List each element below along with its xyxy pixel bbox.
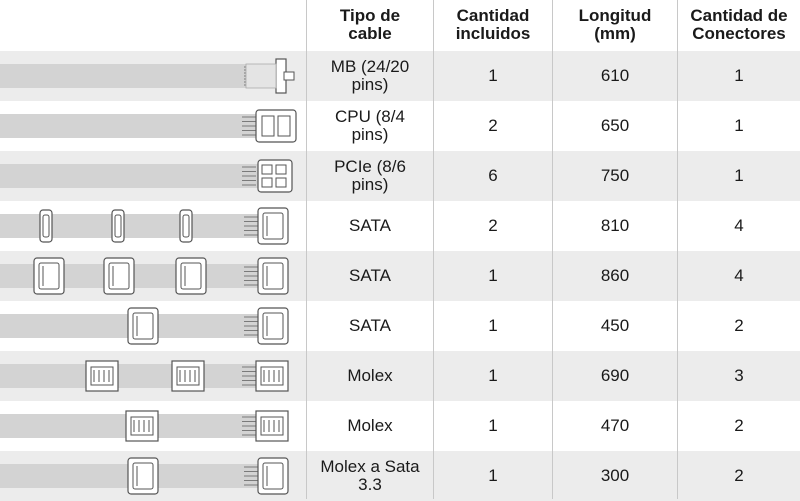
cell-cantidad: 1 [488,416,498,435]
sata-connector-icon [127,457,159,495]
cell-conectores: 4 [734,266,744,285]
cell-longitud: 650 [600,116,630,135]
cable-band [0,364,258,388]
cell-tipo: PCIe (8/6 pins) [334,157,406,194]
sata-end-connector-icon [257,307,289,345]
molex-connector-icon [85,360,119,392]
sata-end-connector-icon [257,457,289,495]
cable-band [0,114,258,138]
cell-longitud: 750 [600,166,630,185]
cell-cantidad: 1 [488,316,498,335]
molex-connector-icon [125,410,159,442]
header-cantidad-incluidos: Cantidad incluidos [455,6,531,43]
cell-conectores: 3 [734,366,744,385]
cell-tipo: Molex a Sata 3.3 [320,457,420,494]
cell-conectores: 4 [734,216,744,235]
cell-cantidad: 6 [488,166,498,185]
sata-connector-icon [175,257,207,295]
cell-longitud: 300 [600,466,630,485]
cell-longitud: 470 [600,416,630,435]
column-divider [677,0,678,499]
cell-cantidad: 1 [488,366,498,385]
table-row: SATA 1 450 2 [0,301,800,351]
cell-conectores: 2 [734,466,744,485]
table-row: CPU (8/4 pins) 2 650 1 [0,101,800,151]
cell-conectores: 1 [734,116,744,135]
cell-longitud: 690 [600,366,630,385]
sata-connector-icon [103,257,135,295]
cell-longitud: 610 [600,66,630,85]
cell-longitud: 450 [600,316,630,335]
cell-conectores: 1 [734,66,744,85]
cell-conectores: 2 [734,416,744,435]
sata-connector-icon [127,307,159,345]
sata-inline-connector-icon [39,209,53,243]
cell-tipo: CPU (8/4 pins) [335,107,405,144]
column-divider [552,0,553,499]
molex-end-connector-icon [255,360,289,392]
cell-conectores: 2 [734,316,744,335]
column-divider [306,0,307,499]
cell-cantidad: 1 [488,66,498,85]
cell-longitud: 810 [600,216,630,235]
cell-longitud: 860 [600,266,630,285]
sata-end-connector-icon [257,257,289,295]
cell-tipo: SATA [349,316,391,335]
pcie-8pin-connector-icon [257,159,293,193]
cable-illustrations [0,58,297,495]
cable-band [0,164,258,188]
sata-connector-icon [33,257,65,295]
column-divider [433,0,434,499]
mb-24pin-connector-icon [245,58,295,94]
cell-tipo: SATA [349,266,391,285]
cell-tipo: MB (24/20 pins) [330,57,410,94]
cell-tipo: Molex [347,366,393,385]
header-tipo-de-cable: Tipo de cable [339,6,401,43]
cell-cantidad: 1 [488,466,498,485]
sata-end-connector-icon [257,207,289,245]
cable-band [0,64,258,88]
cell-cantidad: 2 [488,216,498,235]
cell-tipo: SATA [349,216,391,235]
cell-cantidad: 1 [488,266,498,285]
header-cantidad-conectores: Cantidad de Conectores [690,6,788,43]
cell-cantidad: 2 [488,116,498,135]
molex-end-connector-icon [255,410,289,442]
header-longitud: Longitud (mm) [578,6,652,43]
cell-tipo: Molex [347,416,393,435]
cpu-8pin-connector-icon [255,109,297,143]
cable-band [0,214,258,238]
table-row: Molex 1 470 2 [0,401,800,451]
molex-connector-icon [171,360,205,392]
table-row: SATA 2 810 4 [0,201,800,251]
sata-inline-connector-icon [179,209,193,243]
cell-conectores: 1 [734,166,744,185]
sata-inline-connector-icon [111,209,125,243]
